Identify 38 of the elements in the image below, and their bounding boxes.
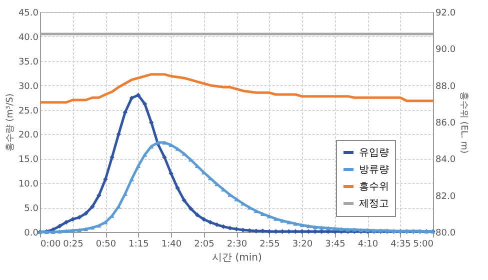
y-tick-label: 25.0 (18, 106, 39, 116)
y-tick-label: 20.0 (18, 130, 39, 141)
x-tick-label: 2:30 (226, 240, 248, 250)
x-tick-label: 5:00 (413, 240, 434, 250)
y-tick-label: 15.0 (18, 155, 39, 166)
y2-tick-label: 84.0 (436, 155, 456, 166)
x-tick-label: 0:50 (96, 240, 116, 250)
x-tick-label: 3:20 (292, 240, 313, 250)
y2-axis-title: 홍수위 (EL. m) (458, 91, 469, 154)
y2-tick-label: 88.0 (436, 82, 456, 92)
y2-tick-label: 92.0 (436, 8, 456, 18)
y2-tick-label: 82.0 (436, 192, 456, 202)
y-axis-title: 홍수량 (m³/S) (5, 93, 16, 152)
x-tick-label: 4:10 (358, 240, 378, 250)
y-tick-label: 5.0 (24, 204, 39, 214)
legend-label: 방류량 (359, 164, 389, 176)
legend-label: 제정고 (359, 198, 389, 210)
x-tick-label: 3:45 (325, 240, 346, 250)
y-tick-label: 45.0 (18, 8, 39, 18)
legend-label: 홍수위 (359, 182, 389, 192)
y-tick-label: 10.0 (18, 180, 39, 190)
x-tick-label: 0:00 (40, 240, 61, 250)
x-tick-label: 1:40 (161, 240, 182, 250)
x-tick-label: 4:35 (390, 240, 411, 250)
x-tick-label: 1:15 (128, 240, 149, 250)
y-tick-label: 30.0 (18, 82, 39, 92)
x-tick-label: 2:05 (194, 240, 214, 250)
legend-label: 유입량 (359, 148, 389, 158)
x-tick-label: 0:25 (63, 240, 84, 250)
x-tick-label: 2:55 (260, 240, 280, 250)
x-axis-title: 시간 (min) (212, 252, 262, 264)
y-tick-label: 40.0 (18, 32, 39, 43)
y2-tick-label: 80.0 (436, 228, 456, 238)
line-series (38, 73, 434, 104)
y2-tick-label: 90.0 (436, 45, 456, 56)
y-tick-label: 35.0 (18, 57, 39, 68)
y-tick-label: 0.0 (24, 228, 39, 238)
y2-tick-label: 86.0 (436, 118, 456, 128)
